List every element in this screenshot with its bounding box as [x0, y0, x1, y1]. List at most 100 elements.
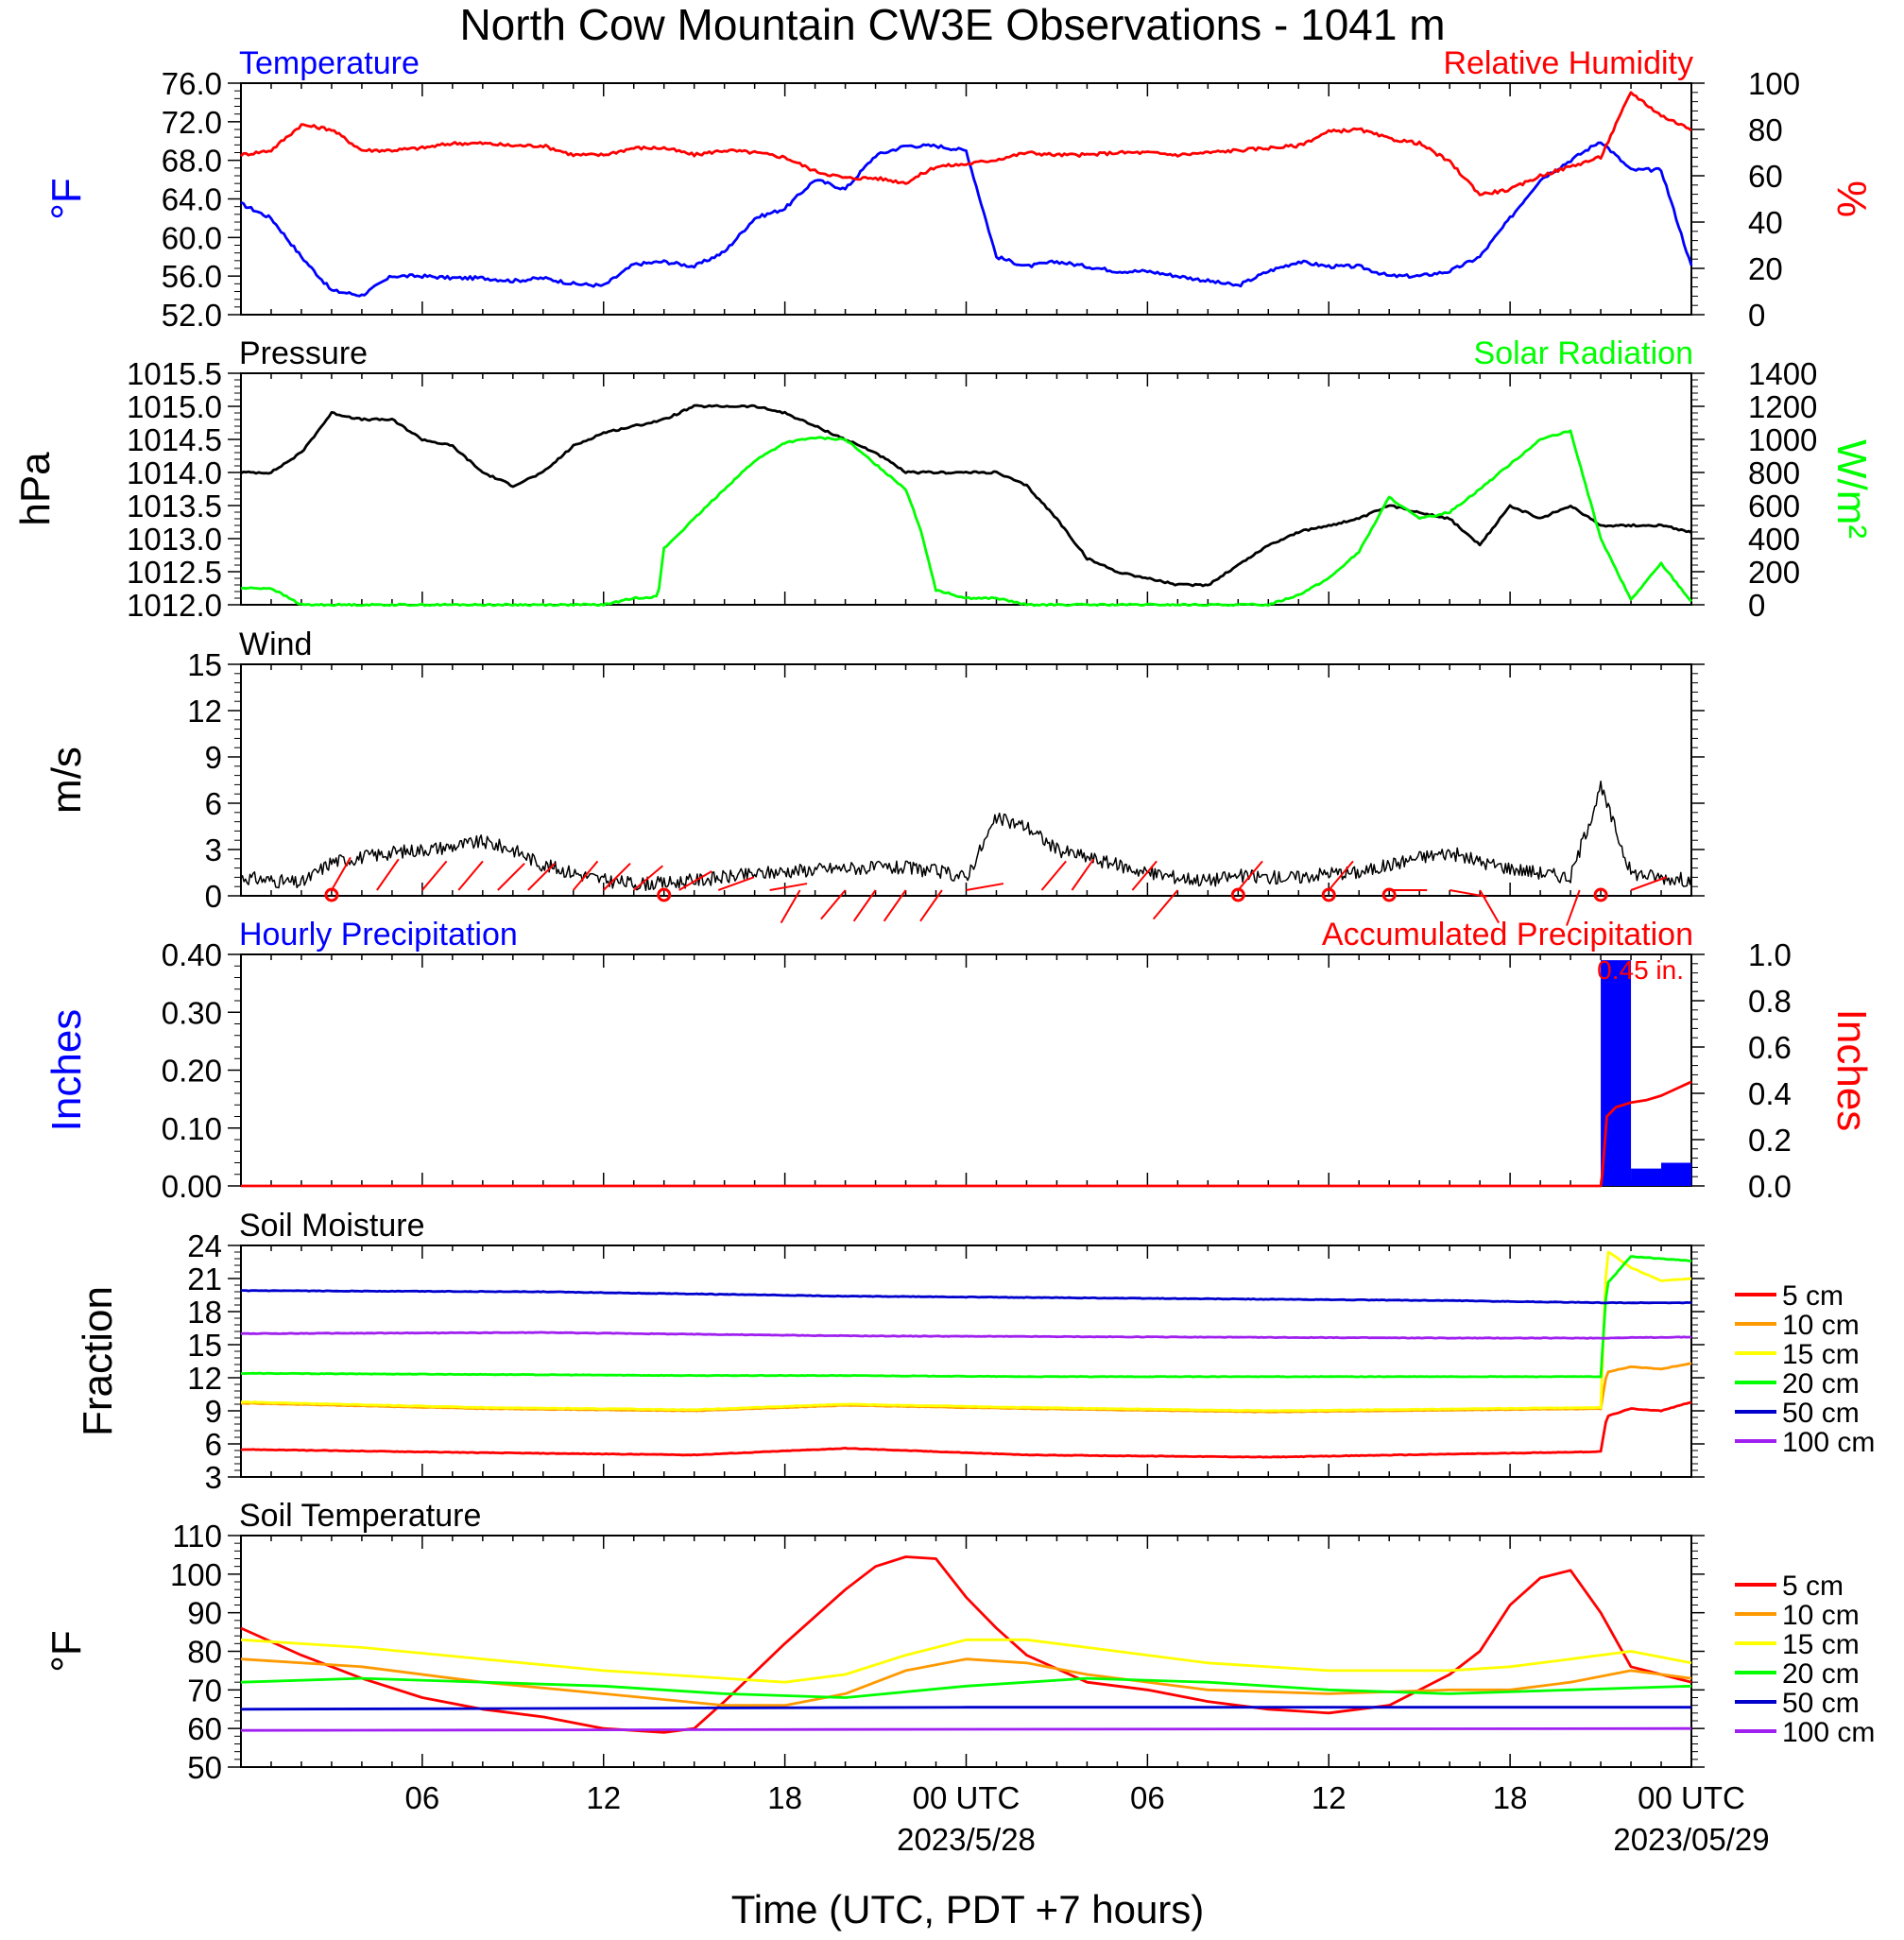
x-tick-label: 12	[1312, 1780, 1347, 1815]
wind-barb	[883, 889, 907, 922]
y-left-tick-label: 0.20	[162, 1054, 222, 1089]
legend-label: 5 cm	[1782, 1280, 1844, 1312]
y-left-tick-label: 72.0	[162, 105, 222, 140]
y-left-tick-label: 56.0	[162, 259, 222, 294]
legend-label: 15 cm	[1782, 1629, 1860, 1660]
y-right-tick-label: 0.2	[1748, 1123, 1792, 1158]
x-axis-label: Time (UTC, PDT +7 hours)	[731, 1887, 1205, 1931]
legend-label: 20 cm	[1782, 1658, 1860, 1690]
wind-barb	[1479, 889, 1501, 924]
panel-title-left: Soil Temperature	[239, 1498, 481, 1534]
series-line-solar-radiation	[240, 429, 1693, 608]
y-axis-label-left: Fraction	[75, 1286, 121, 1436]
panel-title-right: Solar Radiation	[1474, 335, 1693, 371]
y-left-tick-label: 1014.5	[127, 422, 222, 457]
y-left-tick-label: 18	[187, 1295, 222, 1330]
y-axis-label-right: W/m²	[1828, 439, 1875, 539]
wind-barb	[780, 889, 801, 924]
y-right-tick-label: 0.0	[1748, 1169, 1792, 1204]
wind-barb	[919, 889, 943, 922]
series-line-temperature	[240, 141, 1693, 298]
legend-label: 50 cm	[1782, 1398, 1860, 1429]
y-left-tick-label: 0.40	[162, 937, 222, 972]
y-left-tick-label: 24	[187, 1228, 222, 1263]
x-date-label: 2023/05/29	[1613, 1822, 1769, 1857]
y-right-tick-label: 40	[1748, 205, 1783, 240]
legend-label: 50 cm	[1782, 1688, 1860, 1719]
y-right-tick-label: 400	[1748, 522, 1800, 557]
wind-barb	[633, 865, 664, 891]
panel-title-left: Pressure	[239, 335, 368, 371]
legend-label: 5 cm	[1782, 1571, 1844, 1602]
y-right-tick-label: 200	[1748, 555, 1800, 590]
y-left-tick-label: 90	[187, 1596, 222, 1631]
y-right-tick-label: 1.0	[1748, 937, 1792, 972]
precip-total-annotation: 0.45 in.	[1597, 955, 1684, 985]
y-left-tick-label: 64.0	[162, 182, 222, 217]
precip-bar	[1661, 1162, 1691, 1186]
y-left-tick-label: 0.30	[162, 995, 222, 1030]
series-line-5-cm	[240, 1555, 1692, 1734]
wind-barb	[1071, 858, 1095, 891]
series-line-15-cm	[240, 1638, 1692, 1684]
y-axis-label-right: Inches	[1828, 1009, 1875, 1132]
calm-wind-marker	[1593, 887, 1608, 902]
y-right-tick-label: 1200	[1748, 389, 1817, 424]
y-right-tick-label: 0	[1748, 588, 1765, 623]
y-right-tick-label: 1000	[1748, 422, 1817, 457]
legend-label: 10 cm	[1782, 1310, 1860, 1341]
wind-barb	[1152, 889, 1179, 920]
x-tick-label: 12	[586, 1780, 621, 1815]
y-left-tick-label: 6	[205, 786, 222, 821]
wind-barb	[678, 870, 712, 891]
panel-temperature-rh: 52.0 56.0 60.064.068.0 72.0 76.0 0 20 40 60 80 100…	[43, 45, 1875, 333]
series-line-10-cm	[241, 1362, 1692, 1414]
series-line-pressure	[240, 403, 1692, 588]
calm-wind-marker	[1381, 887, 1397, 902]
y-left-tick-label: 3	[205, 833, 222, 867]
panel-precipitation: 0.00 0.10 0.20 0.30 0.40 0.0 0.2 0.4 0.6 0.8 1.0 Ho…	[43, 917, 1875, 1204]
plot-frame	[240, 82, 1692, 316]
y-right-tick-label: 800	[1748, 455, 1800, 490]
series-line-wind	[240, 780, 1692, 892]
wind-barb	[331, 856, 352, 891]
plot-frame	[240, 1535, 1692, 1768]
y-right-tick-label: 0	[1748, 298, 1765, 333]
wind-barb	[1237, 860, 1263, 891]
precip-bar	[1631, 1168, 1662, 1186]
wind-barb	[603, 863, 631, 891]
panel-title-left: Temperature	[239, 45, 420, 81]
legend-label: 10 cm	[1782, 1600, 1860, 1631]
legend-label: 100 cm	[1782, 1427, 1875, 1458]
calm-wind-marker	[1230, 887, 1245, 902]
wind-barb	[1328, 860, 1354, 891]
wind-barb	[966, 883, 1004, 891]
y-left-tick-label: 12	[187, 1361, 222, 1396]
legend-label: 15 cm	[1782, 1339, 1860, 1370]
panel-title-left: Wind	[239, 627, 312, 662]
series-line-100-cm	[240, 1331, 1691, 1340]
y-right-tick-label: 60	[1748, 159, 1783, 194]
panel-wind: 0 3 6 9 12 15 Wind m/s	[43, 627, 1705, 926]
panel-title-right: Relative Humidity	[1443, 45, 1693, 81]
y-axis-label-left: m/s	[43, 747, 90, 814]
y-left-tick-label: 1013.0	[127, 522, 222, 557]
series-line-accumulated	[241, 1080, 1692, 1188]
series-line-50-cm	[241, 1289, 1691, 1305]
y-left-tick-label: 1014.0	[127, 455, 222, 490]
x-tick-label: 06	[405, 1780, 440, 1815]
y-axis-label-left: hPa	[12, 452, 59, 526]
calm-wind-marker	[324, 887, 339, 902]
y-right-tick-label: 80	[1748, 112, 1783, 147]
y-left-tick-label: 0	[205, 879, 222, 914]
y-left-tick-label: 52.0	[162, 298, 222, 333]
y-right-tick-label: 0.6	[1748, 1030, 1792, 1065]
y-left-tick-label: 6	[205, 1427, 222, 1462]
y-left-tick-label: 9	[205, 1394, 222, 1429]
y-right-tick-label: 0.8	[1748, 984, 1792, 1019]
wind-barb	[1630, 876, 1667, 891]
y-left-tick-label: 70	[187, 1673, 222, 1708]
legend-label: 100 cm	[1782, 1717, 1875, 1748]
